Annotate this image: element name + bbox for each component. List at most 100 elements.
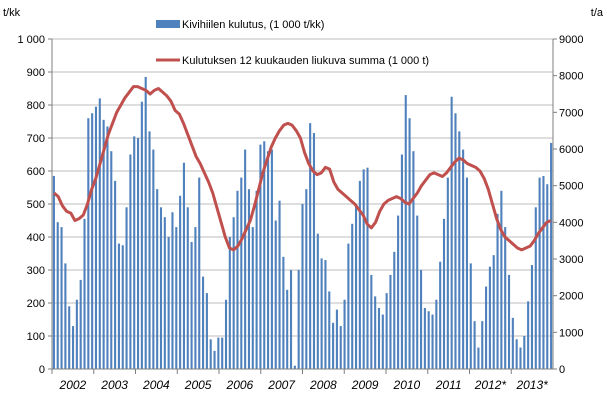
bar [121, 245, 124, 369]
bar [351, 223, 354, 369]
right-tick-label: 4000 [559, 217, 583, 229]
right-tick-label: 8000 [559, 71, 583, 83]
bar [228, 237, 231, 369]
year-label: 2002 [59, 378, 87, 392]
bar [538, 177, 541, 369]
bar [224, 299, 228, 369]
right-tick-label: 3000 [559, 254, 583, 266]
right-tick-label: 2000 [559, 291, 583, 303]
bar [320, 258, 323, 369]
bar [546, 184, 549, 369]
bar [507, 274, 511, 369]
bar [423, 307, 426, 369]
bar [137, 138, 140, 369]
bar [427, 311, 430, 369]
year-label: 2004 [142, 378, 170, 392]
bar [435, 299, 438, 369]
bar [209, 339, 212, 369]
bar [125, 207, 128, 369]
bar [98, 98, 101, 370]
right-axis-ticks: 0 1000 2000 3000 4000 5000 6000 7000 8000 9000 [559, 34, 583, 376]
bar [431, 314, 434, 369]
bar [404, 95, 407, 369]
bar [488, 266, 491, 369]
bar [213, 350, 216, 369]
bar [454, 113, 457, 369]
year-label: 2003 [100, 378, 128, 392]
bar [519, 347, 522, 369]
bar [358, 180, 361, 369]
bar [110, 151, 113, 369]
bar [171, 212, 174, 369]
right-tick-label: 6000 [559, 144, 583, 156]
bar [232, 217, 235, 369]
x-axis-year-labels: 2002 2003 2004 2005 2006 2007 2008 2009 2010 2011… [59, 378, 549, 392]
bar [60, 227, 63, 369]
bar [117, 243, 120, 369]
bar [198, 177, 201, 369]
bar [389, 274, 392, 369]
bar [94, 106, 98, 370]
year-label: 2013* [515, 378, 548, 392]
left-tick-label: 700 [27, 133, 45, 145]
left-tick-label: 900 [27, 67, 45, 79]
bar [114, 180, 117, 369]
bar [83, 218, 86, 369]
bar [324, 260, 327, 369]
line-path [53, 85, 552, 252]
bar [267, 151, 270, 369]
bar [289, 270, 293, 369]
year-label: 2006 [226, 378, 254, 392]
left-tick-label: 1 000 [17, 34, 45, 46]
bar [496, 213, 499, 369]
bar [397, 215, 400, 369]
left-tick-label: 500 [27, 199, 45, 211]
bar [68, 306, 71, 369]
left-tick-label: 600 [27, 166, 45, 178]
bar [446, 177, 449, 369]
bar-series-kivihiilen-kulutus [52, 76, 553, 370]
right-axis-unit: t/a [591, 7, 604, 19]
bar [362, 169, 365, 369]
bar [75, 299, 78, 369]
bar [129, 154, 132, 369]
bar [408, 118, 411, 369]
bar [259, 144, 262, 369]
bar [159, 207, 163, 369]
bar [293, 365, 296, 369]
bar [332, 322, 335, 369]
year-label: 2009 [351, 378, 379, 392]
bar [377, 307, 381, 369]
bar [205, 293, 208, 369]
left-tick-label: 100 [27, 331, 45, 343]
right-tick-label: 1000 [559, 327, 583, 339]
bar [385, 293, 388, 369]
legend-swatch-bars [156, 20, 180, 28]
bar [485, 286, 488, 369]
bar [504, 227, 507, 369]
left-axis-unit: t/kk [3, 7, 21, 19]
bar [335, 309, 338, 369]
bar [102, 119, 105, 369]
bar [301, 204, 304, 369]
bar [527, 301, 530, 369]
bar [182, 162, 185, 369]
bar [274, 220, 277, 369]
bar [515, 339, 518, 369]
year-label: 2008 [309, 378, 337, 392]
bar [305, 189, 308, 369]
bar [416, 215, 419, 369]
bar [312, 133, 316, 369]
year-label: 2012* [474, 378, 507, 392]
bar [297, 270, 300, 369]
axes [48, 38, 557, 374]
bar [156, 189, 159, 369]
bar [179, 195, 182, 369]
year-label: 2010 [393, 378, 421, 392]
bar [175, 227, 178, 369]
bar [477, 347, 480, 369]
legend: Kivihiilen kulutus, (1 000 t/kk) Kulutuk… [156, 19, 429, 67]
bar [530, 265, 534, 369]
bar [550, 142, 553, 369]
